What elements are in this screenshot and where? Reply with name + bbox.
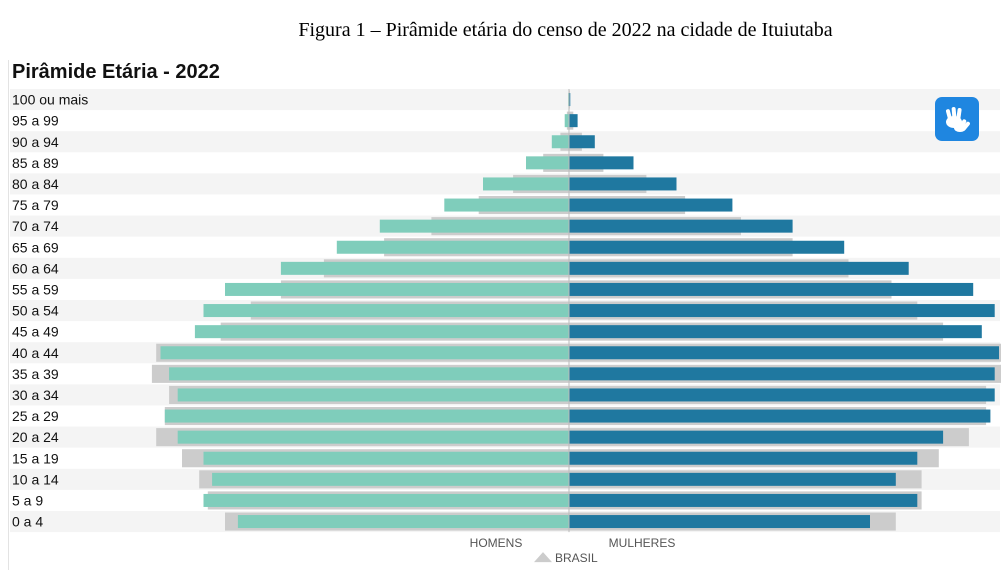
male-bar (336, 240, 569, 254)
male-bar (526, 156, 569, 170)
age-group-label: 60 a 64 (12, 260, 59, 276)
age-group-label: 75 a 79 (12, 197, 59, 213)
legend-homens: HOMENS (470, 536, 523, 550)
male-bar (483, 177, 569, 191)
chart-frame (8, 60, 1001, 570)
male-bar (564, 114, 569, 128)
male-bar (203, 493, 569, 507)
age-group-label: 65 a 69 (12, 239, 59, 255)
chart-title: Pirâmide Etária - 2022 (12, 61, 220, 83)
male-bar (194, 325, 569, 339)
legend-mulheres: MULHERES (609, 536, 676, 550)
age-group-label: 30 a 34 (12, 387, 59, 403)
age-group-label: 10 a 14 (12, 471, 59, 487)
age-group-label: 0 a 4 (12, 514, 43, 530)
female-bar (569, 240, 845, 254)
age-group-label: 55 a 59 (12, 281, 59, 297)
female-bar (569, 451, 918, 465)
male-bar (164, 409, 570, 423)
female-bar (569, 515, 870, 529)
male-bar (177, 430, 569, 444)
female-bar (569, 430, 944, 444)
male-bar (177, 388, 569, 402)
female-bar (569, 135, 595, 149)
female-bar (569, 493, 918, 507)
age-group-label: 90 a 94 (12, 134, 59, 150)
female-bar (569, 198, 733, 212)
male-bar (551, 135, 569, 149)
female-bar (569, 219, 793, 233)
age-group-label: 85 a 89 (12, 155, 59, 171)
population-bars (160, 93, 999, 529)
age-group-label: 70 a 74 (12, 218, 59, 234)
age-group-label: 45 a 49 (12, 324, 59, 340)
female-bar (569, 472, 896, 486)
female-bar (569, 261, 909, 275)
male-bar (203, 451, 569, 465)
female-bar (569, 388, 995, 402)
male-bar (280, 261, 569, 275)
female-bar (569, 346, 999, 360)
age-group-label: 80 a 84 (12, 176, 59, 192)
legend-brasil: BRASIL (555, 551, 598, 565)
male-bar (225, 282, 569, 296)
age-group-label: 40 a 44 (12, 345, 59, 361)
male-bar (203, 304, 569, 318)
row-stripe (10, 89, 1000, 111)
female-bar (569, 93, 571, 107)
age-group-labels: 100 ou mais 95 a 99 90 a 94 85 a 89 80 a 84 7… (12, 92, 88, 530)
female-bar (569, 367, 995, 381)
age-group-label: 5 a 9 (12, 492, 43, 508)
male-bar (237, 515, 569, 529)
male-bar (160, 346, 569, 360)
age-group-label: 95 a 99 (12, 113, 59, 129)
male-bar (212, 472, 569, 486)
male-bar (379, 219, 569, 233)
female-bar (569, 114, 578, 128)
legend: HOMENS MULHERES BRASIL (470, 536, 676, 565)
female-bar (569, 409, 991, 423)
age-group-label: 20 a 24 (12, 429, 59, 445)
figure-caption: Figura 1 – Pirâmide etária do censo de 2… (298, 19, 833, 41)
female-bar (569, 177, 677, 191)
sign-language-button[interactable] (935, 97, 979, 141)
sign-language-hands-icon (945, 107, 970, 132)
age-group-label: 50 a 54 (12, 303, 59, 319)
row-stripe (10, 131, 1000, 153)
male-bar (169, 367, 569, 381)
age-group-label: 15 a 19 (12, 450, 59, 466)
female-bar (569, 282, 974, 296)
brasil-triangle-icon (534, 552, 552, 563)
male-bar (444, 198, 569, 212)
female-bar (569, 304, 995, 318)
age-group-label: 100 ou mais (12, 92, 88, 108)
age-group-label: 35 a 39 (12, 366, 59, 382)
age-group-label: 25 a 29 (12, 408, 59, 424)
female-bar (569, 156, 634, 170)
female-bar (569, 325, 982, 339)
